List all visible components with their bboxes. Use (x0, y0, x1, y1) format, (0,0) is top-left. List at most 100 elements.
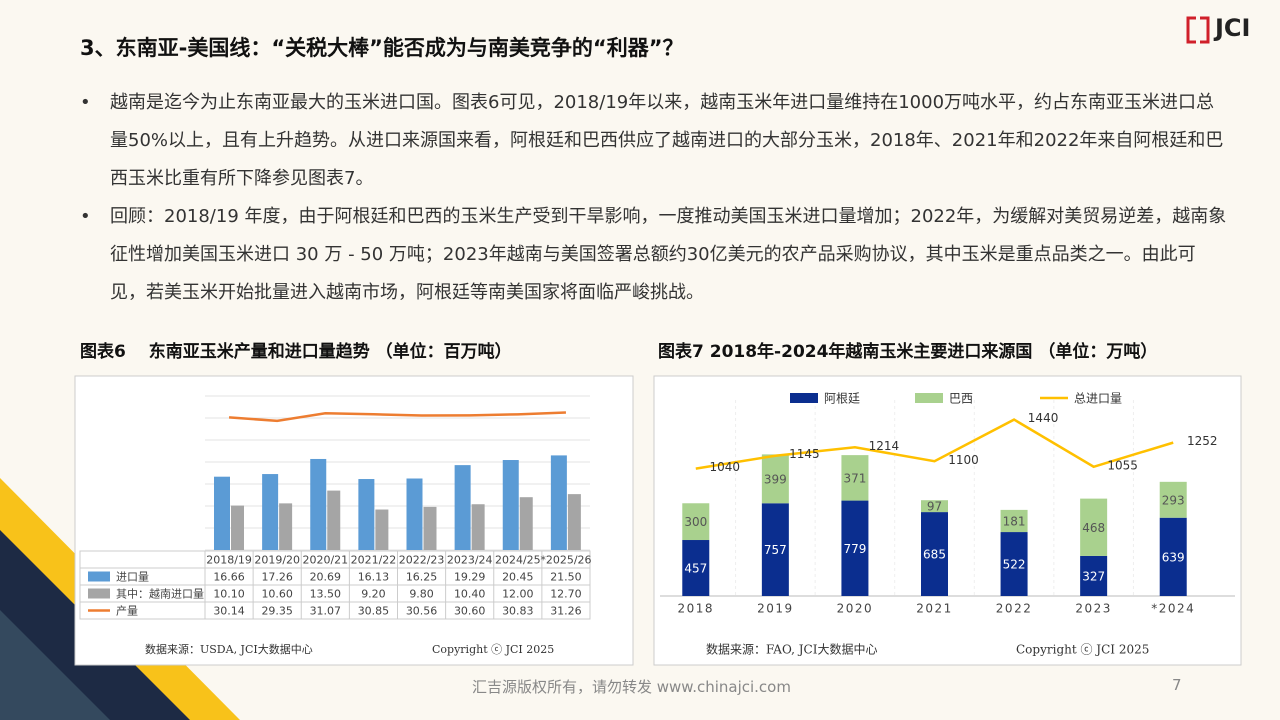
data-label: 97 (927, 500, 942, 514)
chart-title: 图表6 东南亚玉米产量和进口量趋势 （单位：百万吨） (80, 342, 512, 362)
line (695, 418, 1174, 470)
legend-swatch (88, 588, 110, 599)
data-label: 468 (1082, 521, 1105, 535)
bar (279, 503, 293, 550)
bar (375, 509, 389, 550)
data-label: 327 (1082, 569, 1105, 583)
bar-segment (921, 512, 948, 596)
chart: 2018 2019 2020 2021 2022 2023 *2024 阿根廷 457 757 77… (660, 392, 1235, 657)
table-value: 9.20 (361, 588, 386, 601)
x-tick-label: 2018/19 (206, 554, 252, 567)
bar-segment (1080, 555, 1108, 596)
x-tick-label: 2022 (996, 602, 1033, 616)
data-label: 1145 (789, 447, 820, 461)
data-label: 639 (1162, 550, 1185, 564)
bar-segment (1159, 481, 1187, 518)
data-label: 399 (764, 472, 787, 486)
legend-swatch (790, 393, 818, 403)
table-value: 20.69 (310, 571, 342, 584)
source-note: 数据来源：USDA, JCI大数据中心 (145, 642, 313, 656)
bar (567, 494, 581, 550)
bar-segment (1000, 532, 1028, 596)
copyright-note: Copyright ⓒ JCI 2025 (1016, 643, 1149, 657)
chart: 2018/19 2019/20 2020/21 2021/22 2022/23 2023/… (79, 395, 592, 656)
footer: 汇吉源版权所有，请勿转发 www.chinajci.com (472, 678, 791, 696)
page-title: 3、东南亚-美国线：“关税大棒”能否成为与南美竞争的“利器”？ (80, 36, 684, 60)
bar (454, 465, 471, 550)
table-value: 30.60 (454, 605, 486, 618)
logo: JCI (1215, 14, 1251, 42)
bar (502, 460, 519, 550)
table-value: 21.50 (550, 571, 582, 584)
bar (310, 458, 327, 550)
chart-frame (74, 375, 634, 666)
bullet: 越南是迄今为止东南亚最大的玉米进口国。图表6可见，2018/19年以来，越南玉米… (80, 84, 1230, 198)
table-value: 30.83 (502, 605, 534, 618)
x-tick-label: 2023/24 (447, 554, 493, 567)
table-value: 30.56 (406, 605, 438, 618)
legend-label: 产量 (116, 604, 138, 618)
table-value: 16.66 (213, 571, 245, 584)
data-label: 1440 (1028, 411, 1059, 425)
x-tick-label: 2022/23 (399, 554, 445, 567)
table-value: 13.50 (310, 588, 342, 601)
data-label: 457 (684, 562, 707, 576)
table-value: 17.26 (261, 571, 293, 584)
x-tick-label: 2020 (837, 602, 874, 616)
x-tick-label: 2023 (1075, 602, 1112, 616)
decoration (0, 610, 110, 720)
bar-segment (682, 503, 710, 541)
page-number: 7 (1172, 676, 1182, 694)
bar-segment (761, 503, 789, 596)
table-value: 10.60 (261, 588, 293, 601)
bar-segment (761, 454, 789, 504)
data-label: 779 (843, 542, 866, 556)
bar-segment (841, 455, 869, 501)
table-value: 20.45 (502, 571, 534, 584)
logo-mark (1186, 16, 1210, 44)
data-label: 300 (684, 515, 707, 529)
bar-segment (1159, 517, 1187, 596)
bar-segment (841, 500, 869, 596)
bar (423, 506, 437, 550)
table-value: 10.40 (454, 588, 486, 601)
chart-title: 图表7 2018年-2024年越南玉米主要进口来源国 （单位：万吨） (658, 342, 1158, 362)
bar-segment (682, 540, 710, 596)
x-tick-label: 2024/25 (495, 554, 541, 567)
x-tick-label: *2025/26 (540, 554, 591, 567)
bar (262, 474, 279, 550)
legend-label: 总进口量 (1074, 392, 1122, 406)
legend-label: 巴西 (949, 392, 973, 406)
legend-swatch (88, 571, 110, 582)
table-value: 12.70 (550, 588, 582, 601)
x-tick-label: 2018 (678, 602, 715, 616)
table-value: 16.13 (358, 571, 390, 584)
legend-label: 其中：越南进口量 (116, 587, 204, 601)
data-label: 522 (1003, 558, 1026, 572)
bar (550, 455, 567, 550)
bar-segment (1080, 498, 1108, 556)
bullet: 回顾：2018/19 年度，由于阿根廷和巴西的玉米生产受到干旱影响，一度推动美国… (80, 198, 1230, 312)
table-value: 30.14 (213, 605, 245, 618)
bar-segment (921, 500, 948, 513)
bar (471, 504, 485, 550)
data-label: 685 (923, 548, 946, 562)
table-value: 19.29 (454, 571, 486, 584)
data-label: 371 (843, 471, 866, 485)
copyright-note: Copyright ⓒ JCI 2025 (432, 643, 554, 656)
table-value: 31.26 (550, 605, 582, 618)
bar-segment (1000, 509, 1028, 533)
bullet-list: 越南是迄今为止东南亚最大的玉米进口国。图表6可见，2018/19年以来，越南玉米… (80, 84, 1230, 312)
table-value: 12.00 (502, 588, 534, 601)
table-value: 9.80 (409, 588, 434, 601)
table-value: 10.10 (213, 588, 245, 601)
data-label: 1252 (1187, 434, 1218, 448)
x-tick-label: 2021/22 (351, 554, 397, 567)
data-label: 1040 (710, 460, 741, 474)
bar (519, 497, 533, 550)
data-label: 293 (1162, 493, 1185, 507)
x-tick-label: 2020/21 (302, 554, 348, 567)
data-label: 757 (764, 543, 787, 557)
